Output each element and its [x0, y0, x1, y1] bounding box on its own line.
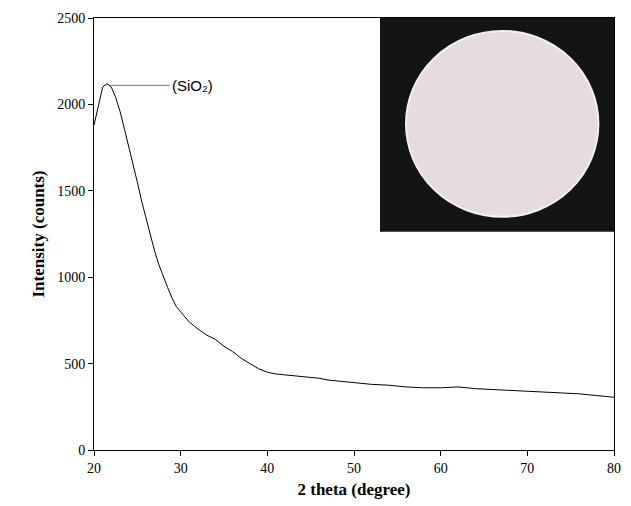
svg-text:80: 80: [607, 461, 621, 476]
svg-text:500: 500: [64, 357, 85, 372]
svg-text:40: 40: [260, 461, 274, 476]
svg-text:1500: 1500: [57, 184, 85, 199]
svg-text:70: 70: [520, 461, 534, 476]
svg-text:1000: 1000: [57, 270, 85, 285]
svg-text:30: 30: [174, 461, 188, 476]
svg-text:50: 50: [347, 461, 361, 476]
svg-text:2000: 2000: [57, 97, 85, 112]
svg-text:2500: 2500: [57, 11, 85, 26]
svg-text:2 theta (degree): 2 theta (degree): [298, 480, 411, 499]
svg-text:(SiO₂): (SiO₂): [172, 77, 213, 94]
svg-text:60: 60: [434, 461, 448, 476]
svg-text:0: 0: [78, 443, 85, 458]
svg-text:Intensity (counts): Intensity (counts): [29, 170, 48, 297]
svg-text:20: 20: [87, 461, 101, 476]
